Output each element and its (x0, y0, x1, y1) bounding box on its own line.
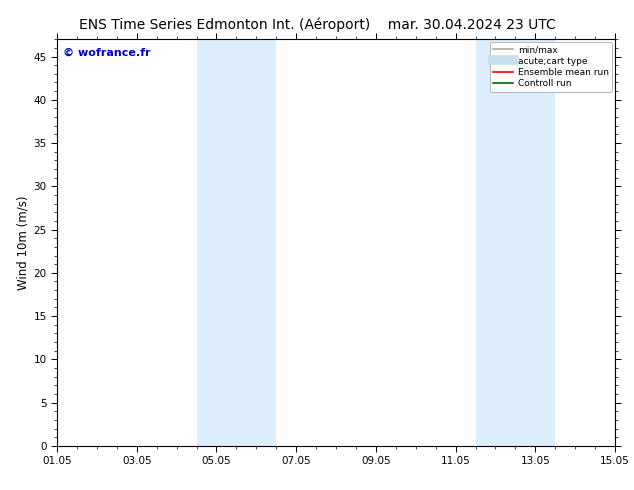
Bar (197, 39, 276, 446)
Text: ENS Time Series Edmonton Int. (Aéroport)    mar. 30.04.2024 23 UTC: ENS Time Series Edmonton Int. (Aéroport)… (79, 17, 555, 32)
Y-axis label: Wind 10m (m/s): Wind 10m (m/s) (16, 196, 29, 290)
Legend: min/max, acute;cart type, Ensemble mean run, Controll run: min/max, acute;cart type, Ensemble mean … (489, 42, 612, 92)
Bar (476, 39, 555, 446)
Text: © wofrance.fr: © wofrance.fr (63, 48, 150, 57)
